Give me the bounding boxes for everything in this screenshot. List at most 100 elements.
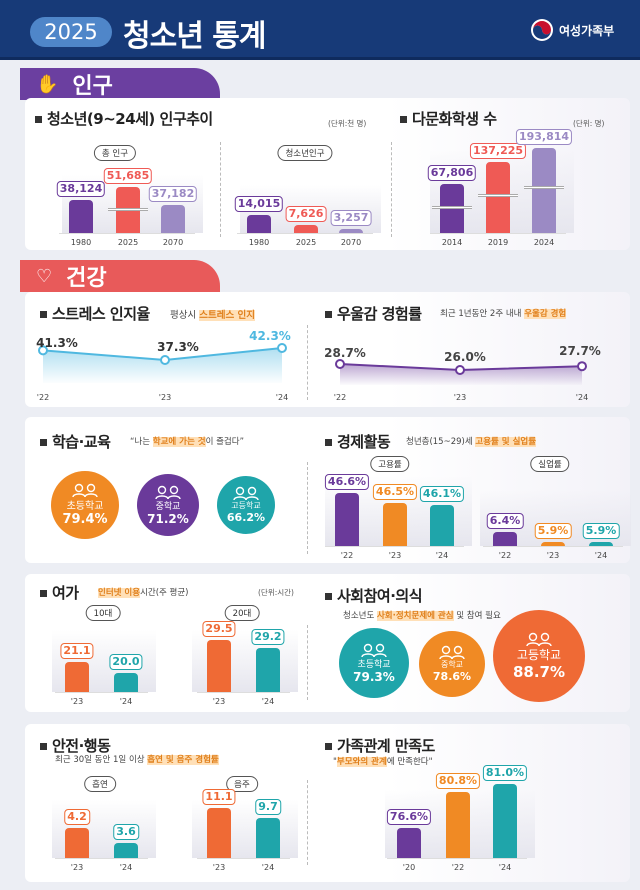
social-subtitle: 청소년도 사회·정치문제에 관심 및 참여 필요 (343, 611, 501, 621)
section-tab-health: ♡ 건강 (20, 260, 220, 292)
bar-'24 (589, 542, 613, 546)
value-label: 14,015 (234, 196, 284, 212)
bar-'24 (256, 818, 280, 858)
social-title: 사회참여·의식 (325, 585, 423, 606)
category-label: '23 (70, 863, 84, 872)
ministry-logo: 여성가족부 (530, 18, 614, 42)
category-label: '24 (261, 863, 275, 872)
multicultural-title: 다문화학생 수 (400, 108, 497, 129)
category-label: '23 (70, 697, 84, 706)
year-badge: 2025 (30, 17, 112, 47)
bar-1980 (69, 200, 93, 233)
value-label: 29.2 (251, 629, 285, 645)
bar-'24 (114, 843, 138, 858)
safety-subtitle: 최근 30일 동안 1일 이상 흡연 및 음주 경험률 (55, 755, 219, 765)
depression-title: 우울감 경험률 (325, 303, 422, 324)
family-subtitle: "부모와의 관계에 만족한다" (333, 757, 433, 767)
bar-'24 (493, 784, 517, 858)
category-label: '24 (119, 863, 133, 872)
divider (307, 625, 308, 700)
bar-'23 (65, 828, 89, 858)
bubble-초등학교: 초등학교 79.4% (51, 471, 119, 539)
students-icon (72, 483, 98, 497)
value-label: 3.6 (113, 824, 139, 840)
value-label: 46.1% (419, 486, 465, 502)
category-label: '23 (212, 697, 226, 706)
bar-2070 (161, 205, 185, 233)
learning-title: 학습·교육 (40, 431, 111, 452)
category-label: 2019 (487, 238, 509, 247)
category-label: 2025 (295, 238, 317, 247)
bar-2019 (486, 162, 510, 233)
school-level: 고등학교 (231, 501, 261, 510)
bar-2024 (532, 148, 556, 233)
baseline (55, 858, 148, 859)
value-label: 29.5 (202, 621, 236, 637)
students-icon (439, 645, 465, 659)
divider (307, 462, 308, 554)
value-label: 5.9% (534, 523, 572, 539)
value-label: 7,626 (285, 206, 327, 222)
category-label: 2025 (117, 238, 139, 247)
ministry-name: 여성가족부 (559, 23, 615, 38)
category-label: 2024 (533, 238, 555, 247)
category-label: '23 (546, 551, 560, 560)
category-label: 2070 (162, 238, 184, 247)
value-label: 42.3% (249, 329, 291, 343)
section-title: 인구 (72, 74, 113, 99)
value-label: 41.3% (36, 336, 78, 350)
category-label: 2014 (441, 238, 463, 247)
category-label: '24 (275, 393, 289, 402)
divider (307, 325, 308, 400)
value-label: 4.2 (64, 809, 90, 825)
axis-break-mark (108, 207, 148, 211)
depression-subtitle: 최근 1년동안 2주 내내 우울감 경험 (440, 309, 567, 319)
safety-title: 안전·행동 (40, 735, 111, 756)
bubble-고등학교: 고등학교 66.2% (217, 476, 275, 534)
category-label: '24 (575, 393, 589, 402)
multicultural-unit: (단위: 명) (573, 119, 605, 128)
value-label: 37.3% (157, 340, 199, 354)
value-label: 3,257 (330, 210, 372, 226)
divider (391, 142, 392, 237)
chart-group-label: 10대 (85, 605, 121, 621)
section-tab-population: ✋ 인구 (20, 68, 220, 100)
axis-break-mark (432, 206, 472, 210)
category-label: '22 (333, 393, 347, 402)
value-label: 76.6% (386, 809, 432, 825)
youth-trend-title: 청소년(9~24세) 인구추이 (35, 108, 213, 129)
learning-subtitle: “나는 학교에 가는 것이 즐겁다” (130, 437, 244, 447)
school-level: 중학교 (155, 501, 181, 512)
percent-value: 71.2% (147, 511, 189, 526)
youth-trend-unit: (단위:천 명) (328, 119, 367, 128)
baseline (59, 233, 195, 234)
category-label: 2070 (340, 238, 362, 247)
leisure-unit: (단위:시간) (258, 588, 294, 597)
category-label: '22 (340, 551, 354, 560)
family-title: 가족관계 만족도 (325, 735, 435, 756)
baseline (430, 233, 566, 234)
value-label: 38,124 (56, 181, 106, 197)
value-label: 20.0 (109, 654, 143, 670)
value-label: 81.0% (482, 765, 528, 781)
value-label: 67,806 (427, 165, 477, 181)
category-label: '24 (594, 551, 608, 560)
bar-'22 (493, 532, 517, 546)
baseline (237, 233, 373, 234)
section-title: 건강 (66, 266, 107, 291)
value-label: 5.9% (582, 523, 620, 539)
category-label: 1980 (248, 238, 270, 247)
value-label: 28.7% (324, 346, 366, 360)
bar-2025 (294, 225, 318, 233)
category-label: '23 (158, 393, 172, 402)
bar-'22 (335, 493, 359, 546)
students-icon (361, 643, 387, 657)
baseline (483, 546, 623, 547)
bar-'24 (430, 505, 454, 546)
value-label: 6.4% (486, 513, 524, 529)
economy-subtitle: 청년층(15~29)세 고용률 및 실업률 (406, 437, 537, 447)
value-label: 26.0% (444, 350, 486, 364)
category-label: '24 (261, 697, 275, 706)
category-label: '24 (498, 863, 512, 872)
chart-group-label: 음주 (226, 776, 258, 792)
